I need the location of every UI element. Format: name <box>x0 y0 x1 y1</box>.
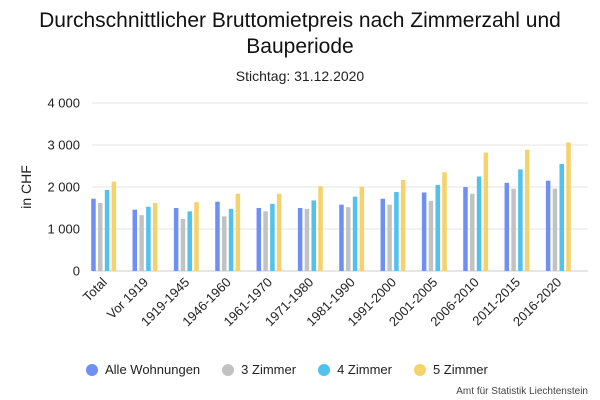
bar <box>173 208 179 271</box>
y-tick-label: 1 000 <box>47 222 80 237</box>
bar <box>545 180 551 271</box>
legend-swatch <box>318 363 331 376</box>
bar <box>394 192 399 271</box>
y-axis-ticks: 0 1 000 2 000 3 000 4 000 <box>47 96 80 279</box>
bar <box>152 202 158 271</box>
y-tick-label: 4 000 <box>47 96 80 111</box>
legend-item[interactable]: Alle Wohnungen <box>86 362 200 377</box>
chart-subtitle: Stichtag: 31.12.2020 <box>235 68 365 84</box>
bar <box>91 198 96 271</box>
legend-swatch <box>222 363 235 376</box>
bar <box>318 186 323 271</box>
y-tick-label: 3 000 <box>47 138 80 153</box>
bar <box>559 163 564 271</box>
y-axis-label: in CHF <box>18 165 34 209</box>
bar <box>270 203 275 271</box>
bar <box>139 215 144 271</box>
legend-item[interactable]: 3 Zimmer <box>222 362 296 377</box>
legend-label: 3 Zimmer <box>241 362 297 377</box>
legend-label: Alle Wohnungen <box>105 362 201 377</box>
bar <box>180 218 186 271</box>
bar <box>132 209 138 271</box>
bar <box>435 184 440 271</box>
bar <box>98 202 103 271</box>
bar <box>359 186 365 271</box>
bar <box>215 201 220 271</box>
bar <box>483 152 489 271</box>
chart-title: Durchschnittlicher Bruttomietpreis nach … <box>39 9 561 58</box>
legend-swatch <box>413 363 426 376</box>
legend-label: 5 Zimmer <box>432 362 488 377</box>
bar <box>276 193 282 271</box>
bar <box>311 200 316 271</box>
bars <box>91 142 571 271</box>
bar <box>297 208 303 271</box>
bar <box>470 193 475 271</box>
bar <box>146 206 151 271</box>
bar <box>400 179 406 271</box>
bar <box>222 216 227 271</box>
bar <box>518 169 523 271</box>
bar <box>552 188 558 271</box>
source-credit: Amt für Statistik Liechtenstein <box>456 386 588 397</box>
bar <box>387 204 392 271</box>
bar <box>228 208 234 271</box>
bar <box>524 149 530 271</box>
bar <box>511 188 516 271</box>
bar <box>235 193 241 271</box>
y-tick-label: 0 <box>73 264 80 279</box>
bar <box>566 142 571 271</box>
bar <box>339 204 344 271</box>
bar <box>421 192 427 271</box>
bar <box>256 208 262 271</box>
bar <box>442 172 447 271</box>
bar <box>380 198 386 271</box>
y-tick-label: 2 000 <box>47 180 80 195</box>
bar <box>346 207 351 271</box>
bar <box>504 182 510 271</box>
bar <box>263 211 268 271</box>
legend-swatch <box>86 363 98 376</box>
legend: Alle Wohnungen 3 Zimmer 4 Zimmer 5 Zimmer <box>86 362 488 377</box>
bar <box>428 200 434 271</box>
bar <box>304 208 310 271</box>
bar <box>476 176 482 271</box>
bar <box>194 202 199 271</box>
legend-label: 4 Zimmer <box>337 362 392 377</box>
x-tick-label: Total <box>80 274 110 304</box>
legend-item[interactable]: 4 Zimmer <box>318 362 392 377</box>
legend-item[interactable]: 5 Zimmer <box>413 362 488 377</box>
bar <box>111 181 117 271</box>
bar <box>104 189 110 271</box>
bar <box>352 196 358 271</box>
bar <box>187 211 192 271</box>
bar <box>463 187 468 271</box>
